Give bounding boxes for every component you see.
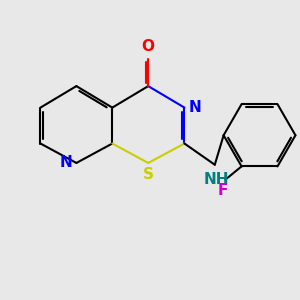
Text: NH: NH xyxy=(203,172,229,187)
Text: N: N xyxy=(189,100,202,115)
Text: N: N xyxy=(59,155,72,170)
Text: S: S xyxy=(143,167,154,182)
Text: F: F xyxy=(217,183,228,198)
Text: O: O xyxy=(142,39,155,54)
